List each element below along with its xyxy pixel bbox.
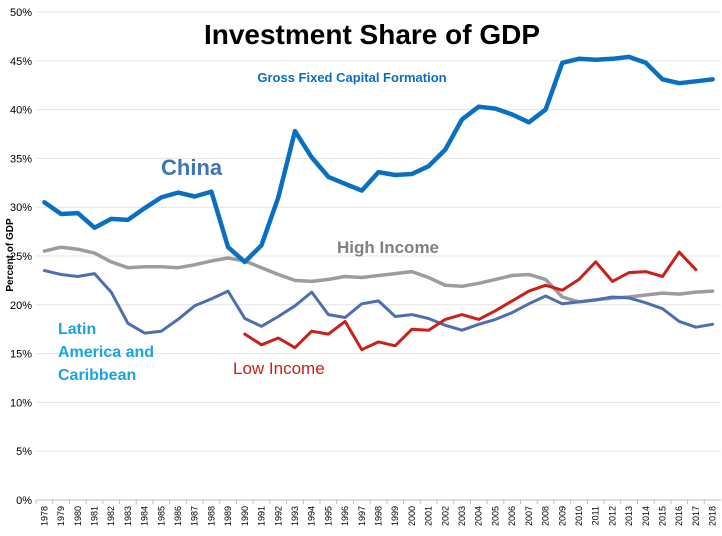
series-lines: [42, 54, 715, 352]
y-axis-label: Percent of GDP: [5, 218, 16, 292]
x-tick-label: 1978: [39, 506, 49, 526]
x-tick-label: 1982: [106, 506, 116, 526]
y-tick-label: 15%: [10, 349, 32, 361]
y-axis-ticks: 0% 5% 10% 15% 20% 25% 30% 35% 40% 45% 50%: [10, 7, 32, 507]
series-label-latin-america-line2: America and: [58, 344, 154, 361]
x-tick-label: 2018: [708, 506, 718, 526]
x-tick-label: 1999: [390, 506, 400, 526]
x-tick-label: 1998: [374, 506, 384, 526]
y-tick-label: 30%: [10, 202, 32, 214]
gridlines: [36, 11, 721, 452]
x-tick-label: 2015: [658, 506, 668, 526]
x-tick-label: 2003: [457, 506, 467, 526]
x-tick-label: 1979: [56, 506, 66, 526]
x-tick-label: 1989: [223, 506, 233, 526]
y-tick-label: 45%: [10, 56, 32, 68]
x-tick-label: 1985: [156, 506, 166, 526]
series-line-china: [42, 54, 715, 265]
series-label-high-income: High Income: [337, 238, 439, 257]
series-label-latin-america-line3: Caribbean: [58, 367, 136, 384]
x-tick-label: 1997: [357, 506, 367, 526]
x-tick-label: 1993: [290, 506, 300, 526]
x-tick-label: 1994: [307, 506, 317, 526]
x-tick-label: 2014: [641, 506, 651, 526]
x-tick-label: 2005: [490, 506, 500, 526]
x-tick-label: 2006: [507, 506, 517, 526]
y-tick-label: 25%: [10, 251, 32, 263]
series-label-china: China: [161, 155, 223, 180]
x-tick-label: 2008: [541, 506, 551, 526]
x-tick-label: 2009: [557, 506, 567, 526]
x-tick-label: 1983: [123, 506, 133, 526]
x-tick-label: 2011: [591, 506, 601, 525]
x-tick-label: 1984: [140, 506, 150, 526]
series-line-latin-america-and-caribbean: [42, 269, 715, 335]
y-tick-label: 10%: [10, 397, 32, 409]
x-tick-label: 1980: [73, 506, 83, 526]
x-tick-label: 2001: [424, 506, 434, 526]
x-tick-label: 1987: [190, 506, 200, 526]
x-tick-label: 2007: [524, 506, 534, 526]
x-tick-label: 1981: [89, 506, 99, 526]
x-tick-label: 1986: [173, 506, 183, 526]
x-axis-ticks: 1978 1979 1980 1981 1982 1983 1984 1985 1986 1987…: [35, 500, 718, 526]
x-tick-label: 1991: [257, 506, 267, 526]
chart-subtitle: Gross Fixed Capital Formation: [257, 70, 446, 85]
x-tick-label: 2016: [674, 506, 684, 526]
chart-title: Investment Share of GDP: [204, 19, 540, 50]
series-label-low-income: Low Income: [233, 359, 325, 378]
series-label-latin-america-line1: Latin: [58, 321, 96, 338]
y-tick-label: 5%: [16, 446, 32, 458]
x-tick-label: 2000: [407, 506, 417, 526]
x-tick-label: 2013: [624, 506, 634, 526]
x-tick-label: 1992: [273, 506, 283, 526]
y-tick-label: 0%: [16, 495, 32, 507]
x-tick-label: 2004: [474, 506, 484, 526]
x-tick-label: 1990: [240, 506, 250, 526]
x-tick-label: 1996: [340, 506, 350, 526]
x-tick-label: 2012: [607, 506, 617, 526]
y-tick-label: 35%: [10, 153, 32, 165]
x-tick-label: 1988: [206, 506, 216, 526]
y-tick-label: 20%: [10, 300, 32, 312]
series-line-low-income: [243, 250, 698, 352]
x-tick-label: 2010: [574, 506, 584, 526]
y-tick-label: 50%: [10, 7, 32, 19]
x-tick-label: 1995: [323, 506, 333, 526]
y-tick-label: 40%: [10, 105, 32, 117]
x-tick-label: 2017: [691, 506, 701, 526]
x-tick-label: 2002: [440, 506, 450, 526]
